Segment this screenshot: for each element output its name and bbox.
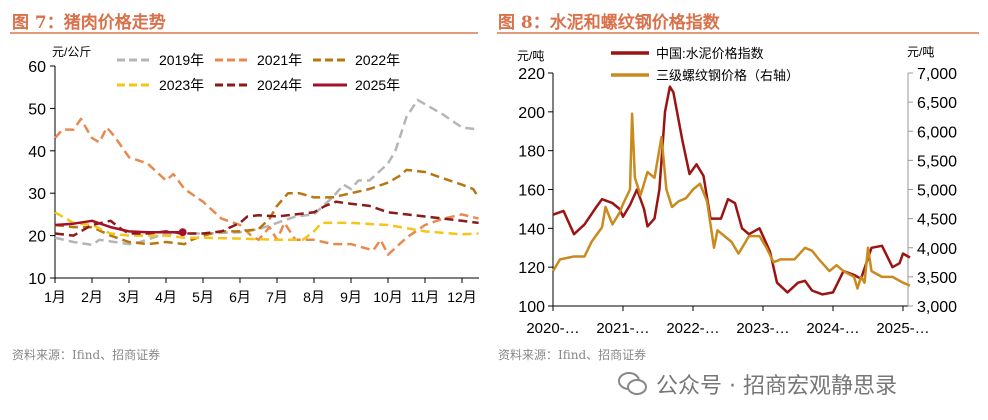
source-note: 资料来源：Ifind、招商证券 (12, 348, 161, 362)
series-line-2021年 (54, 117, 479, 256)
right-y-tick-label: 3,000 (917, 299, 957, 316)
legend-label: 2024年 (257, 77, 302, 93)
y-tick-label: 100 (518, 299, 545, 316)
right-y-tick-label: 5,500 (917, 153, 957, 170)
series-line-2023年 (54, 211, 479, 242)
y-tick-label: 200 (518, 105, 545, 122)
x-tick-label: 10月 (373, 289, 403, 305)
x-tick-label: 2月 (81, 289, 103, 305)
right-y-tick-label: 7,000 (917, 66, 957, 83)
watermark: 公众号 · 招商宏观静思录 (618, 368, 897, 400)
legend-label: 三级螺纹钢价格（右轴） (656, 68, 799, 83)
right-y-tick-label: 6,000 (917, 124, 957, 141)
legend-label: 中国:水泥价格指数 (656, 46, 764, 61)
x-tick-label: 1月 (44, 289, 66, 305)
legend-label: 2023年 (159, 77, 204, 93)
x-tick-label: 2025-… (876, 320, 929, 337)
pork-price-chart: 10 20 30 40 50 60 1月 2月 3月 4月 5月 6月 7月 8月 9月 10月 11月 12月 元… (28, 45, 480, 305)
x-tick-label: 2024-… (806, 320, 859, 337)
series-line-2025年 (54, 219, 183, 234)
right-y-tick-label: 3,500 (917, 270, 957, 287)
chart-7-title: 图 7：猪肉价格走势 (12, 13, 166, 33)
y-axis-unit: 元/吨 (517, 49, 544, 63)
right-y-tick-label: 4,500 (917, 212, 957, 229)
cement-rebar-chart: 100 120 140 160 180 200 220 3,000 3,500 4,000 4,50… (517, 45, 957, 337)
series-line-rebar (551, 112, 911, 290)
x-tick-label: 2020-… (526, 320, 579, 337)
y-tick-label: 120 (518, 260, 545, 277)
series-line-2019年 (54, 98, 479, 247)
legend-label: 2019年 (159, 52, 204, 68)
latest-point-marker (178, 228, 187, 237)
y-tick-label: 160 (518, 183, 545, 200)
chart-8-title: 图 8：水泥和螺纹钢价格指数 (498, 13, 720, 33)
y-tick-label: 220 (518, 66, 545, 83)
y-tick-label: 30 (28, 186, 46, 203)
series-line-2022年 (54, 168, 480, 246)
y-tick-label: 140 (518, 221, 545, 238)
y-tick-label: 50 (28, 101, 46, 118)
source-note: 资料来源：Ifind、招商证券 (498, 348, 647, 362)
x-tick-label: 8月 (303, 289, 325, 305)
y-axis-unit: 元/公斤 (52, 45, 91, 59)
y-tick-label: 20 (28, 229, 46, 246)
y-tick-label: 10 (28, 271, 46, 288)
watermark-text: 公众号 · 招商宏观静思录 (656, 374, 897, 399)
right-y-tick-label: 4,000 (917, 241, 957, 258)
x-tick-label: 2022-… (666, 320, 719, 337)
x-tick-label: 11月 (411, 289, 440, 305)
right-y-axis-unit: 元/吨 (907, 45, 934, 59)
x-tick-label: 6月 (229, 289, 251, 305)
title-divider (10, 32, 478, 34)
x-tick-label: 3月 (118, 289, 140, 305)
y-tick-label: 180 (518, 144, 545, 161)
y-tick-label: 40 (28, 144, 46, 161)
series-line-cement (552, 85, 911, 296)
x-tick-label: 2023-… (736, 320, 789, 337)
x-tick-label: 12月 (447, 289, 477, 305)
right-y-tick-label: 5,000 (917, 183, 957, 200)
wechat-icon (618, 372, 647, 395)
title-divider (497, 32, 979, 34)
legend-label: 2021年 (257, 52, 302, 68)
x-tick-label: 7月 (266, 289, 288, 305)
legend-label: 2025年 (355, 77, 400, 93)
x-tick-label: 4月 (155, 289, 177, 305)
x-tick-label: 5月 (192, 289, 214, 305)
x-tick-label: 2021-… (596, 320, 649, 337)
x-tick-label: 9月 (340, 289, 362, 305)
legend-label: 2022年 (355, 52, 400, 68)
y-tick-label: 60 (28, 59, 46, 76)
right-y-tick-label: 6,500 (917, 95, 957, 112)
